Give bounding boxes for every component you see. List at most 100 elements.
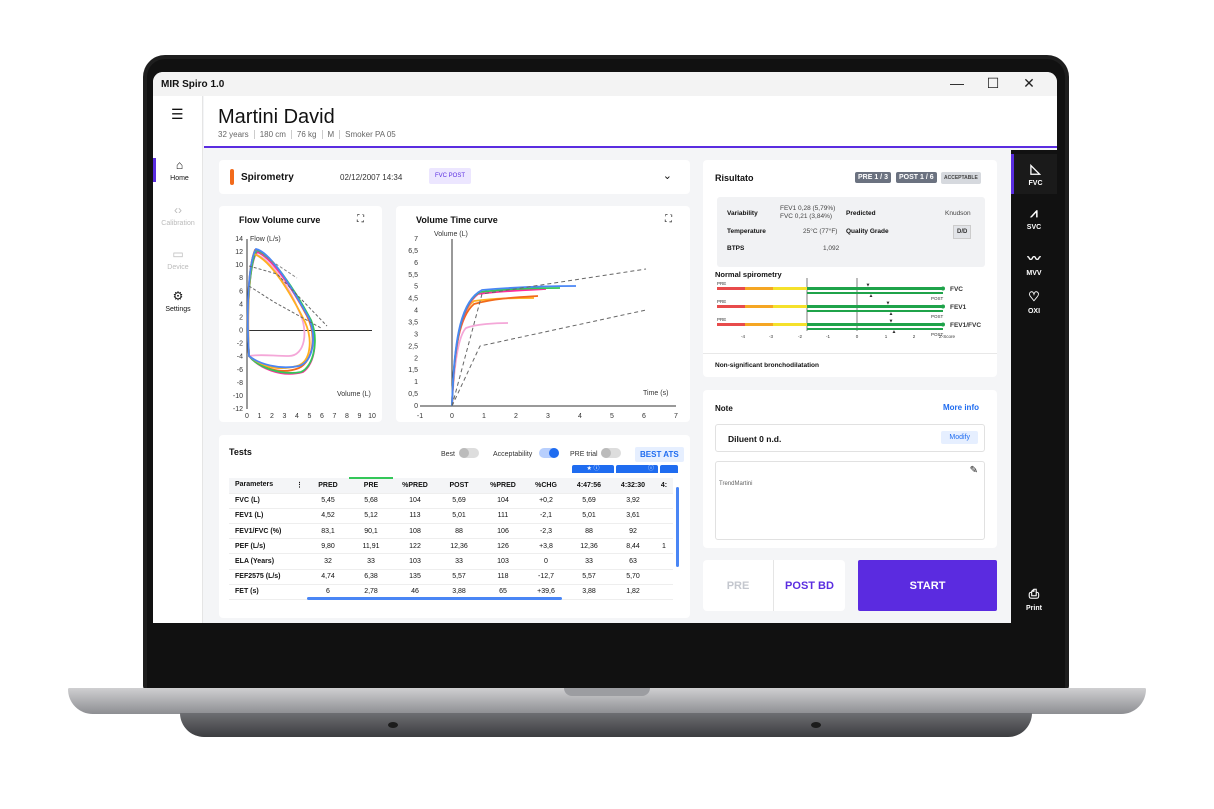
more-info-link[interactable]: More info xyxy=(943,403,979,412)
sidebar-item-home[interactable]: ⌂ Home xyxy=(153,158,203,182)
table-row[interactable]: FEV1 (L) 4,52 5,12 113 5,01 111 -2,1 5,01 3,61 xyxy=(229,508,673,525)
column-header: %PRED xyxy=(481,478,525,494)
y-tick-label: 6,5 xyxy=(408,248,418,255)
tests-card: Tests Best Acceptability PRE trial BEST … xyxy=(219,435,690,618)
fvc-icon: ◺ xyxy=(1030,161,1041,176)
btps-label: BTPS xyxy=(727,245,745,252)
parameter-name: PEF (L/s) xyxy=(229,538,307,555)
spirometry-selector[interactable]: Spirometry 02/12/2007 14:34 FVC POST ⌄ xyxy=(219,160,690,194)
post-marker: ▲ xyxy=(869,293,874,299)
rail-item-oxi[interactable]: ♡ OXI xyxy=(1011,289,1057,315)
rail-item-mvv[interactable]: 〰 MVV xyxy=(1011,248,1057,277)
note-text: TrendMartini xyxy=(719,481,753,487)
table-cell xyxy=(655,493,673,509)
patient-meta: 32 years 180 cm 76 kg M Smoker PA 05 xyxy=(218,130,401,139)
table-cell xyxy=(655,569,673,585)
table-row[interactable]: FEF2575 (L/s) 4,74 6,38 135 5,57 118 -12,7 5,57… xyxy=(229,569,673,585)
note-textarea[interactable]: TrendMartini ✎ xyxy=(715,461,985,540)
zscore-tick-label: 1 xyxy=(885,334,888,339)
table-cell: 5,12 xyxy=(349,508,393,525)
print-button[interactable]: ⎙ Print xyxy=(1011,586,1057,612)
table-cell: 1 xyxy=(655,538,673,555)
parameter-name: ELA (Years) xyxy=(229,553,307,570)
more-vertical-icon[interactable]: ⋮ xyxy=(296,482,303,490)
x-tick-label: 6 xyxy=(320,413,324,420)
flow-volume-card: Flow Volume curve ⛶ 14 12 10 8 6 4 2 0 -2 -4 -6 -8-… xyxy=(219,206,382,422)
modify-button[interactable]: Modify xyxy=(941,431,978,444)
tests-title: Tests xyxy=(229,447,252,457)
y-tick-label: -4 xyxy=(237,354,243,361)
acceptability-toggle[interactable] xyxy=(539,448,559,458)
zone-red xyxy=(717,287,745,290)
acceptability-toggle-label: Acceptability xyxy=(493,451,533,458)
zone-green xyxy=(807,323,943,326)
parameter-name: FEV1/FVC (%) xyxy=(229,523,307,540)
post-zone xyxy=(807,310,943,312)
variability-fvc: FVC 0,21 (3,84%) xyxy=(780,213,833,220)
table-row[interactable]: PEF (L/s) 9,80 11,91 122 12,36 126 +3,8 12,36 8,… xyxy=(229,538,673,555)
rail-item-fvc[interactable]: ◺ FVC xyxy=(1011,154,1057,194)
zone-orange xyxy=(745,305,773,308)
y-tick-label: 4 xyxy=(414,308,418,315)
close-button[interactable]: ✕ xyxy=(1023,75,1035,91)
table-cell: 5,70 xyxy=(611,569,655,585)
flow-volume-trace xyxy=(246,248,314,372)
y-tick-label: -2 xyxy=(237,341,243,348)
post-label: POST xyxy=(931,314,944,319)
oxi-icon: ♡ xyxy=(1028,289,1040,304)
sidebar: ☰ ⌂ Home ‹› Calibration ▭ Device ⚙ Setti… xyxy=(153,96,203,623)
volume-time-chart: 7 6,5 6 5,5 5 4,5 4 3,5 3 2,5 2 1,5 1 0,5 0 -1 0 1 2 3 4 5 6 7 V… xyxy=(408,231,678,420)
post-marker: ▲ xyxy=(892,329,897,335)
y-axis-label: Volume (L) xyxy=(434,231,468,238)
table-row[interactable]: FVC (L) 5,45 5,68 104 5,69 104 +0,2 5,69 3,92 xyxy=(229,493,673,509)
pencil-icon[interactable]: ✎ xyxy=(969,465,978,476)
pre-button[interactable]: PRE xyxy=(703,560,774,611)
sidebar-item-settings[interactable]: ⚙ Settings xyxy=(153,289,203,313)
best-ats-button[interactable]: BEST ATS xyxy=(635,447,684,462)
horizontal-scrollbar[interactable] xyxy=(307,597,562,600)
chevron-down-icon[interactable]: ⌄ xyxy=(662,170,672,182)
maximize-button[interactable]: ☐ xyxy=(986,75,1000,91)
rail-item-label: Print xyxy=(1026,605,1042,612)
table-cell: 126 xyxy=(481,538,525,555)
pre-badge[interactable]: PRE 1 / 3 xyxy=(855,172,891,183)
post-bd-button[interactable]: POST BD xyxy=(785,579,834,592)
x-axis-label: Volume (L) xyxy=(337,391,371,398)
table-row[interactable]: ELA (Years) 32 33 103 33 103 0 33 63 xyxy=(229,553,673,570)
sidebar-item-calibration[interactable]: ‹› Calibration xyxy=(153,203,203,227)
table-row[interactable]: FEV1/FVC (%) 83,1 90,1 108 88 106 -2,3 88 92 xyxy=(229,523,673,540)
parameter-name: FVC (L) xyxy=(229,493,307,509)
expand-icon[interactable]: ⛶ xyxy=(665,214,672,225)
sidebar-item-label: Settings xyxy=(165,306,191,313)
spirometry-accent xyxy=(230,169,234,185)
laptop-feet xyxy=(180,713,1032,737)
trial-header-best[interactable]: ★ ⓘ xyxy=(572,465,614,473)
pre-trial-toggle[interactable] xyxy=(601,448,621,458)
x-tick-label: 8 xyxy=(345,413,349,420)
expand-icon[interactable]: ⛶ xyxy=(357,214,364,225)
minimize-button[interactable]: — xyxy=(950,75,964,91)
start-button[interactable]: START xyxy=(858,560,997,611)
flow-volume-title: Flow Volume curve xyxy=(239,215,321,225)
post-badge[interactable]: POST 1 / 6 xyxy=(896,172,937,183)
sidebar-item-device[interactable]: ▭ Device xyxy=(153,247,203,271)
table-cell: 106 xyxy=(481,523,525,540)
y-axis-label: Flow (L/s) xyxy=(250,236,281,243)
zscore-chart: LLN Predicted PRE ▼ ▲ FVC POST PRE ▼ ▲ FEV1 POST PRE… xyxy=(717,275,981,339)
best-toggle[interactable] xyxy=(459,448,479,458)
trial-header[interactable] xyxy=(660,465,678,473)
table-cell: 88 xyxy=(567,523,611,540)
trial-header[interactable]: ⓘ xyxy=(616,465,658,473)
pre-marker: ▼ xyxy=(866,283,871,289)
code-icon: ‹› xyxy=(174,203,182,217)
rail-item-svc[interactable]: ⩘ SVC xyxy=(1011,205,1057,231)
y-tick-label: 2 xyxy=(239,314,243,321)
patient-age: 32 years xyxy=(218,130,249,139)
vertical-scrollbar[interactable] xyxy=(676,487,679,567)
zscore-tick-label: -4 xyxy=(741,334,745,339)
y-tick-label: 1 xyxy=(414,379,418,386)
zscore-tick-label: -1 xyxy=(826,334,830,339)
volume-time-trace xyxy=(451,322,509,407)
menu-icon[interactable]: ☰ xyxy=(171,106,184,122)
divider xyxy=(703,353,997,354)
